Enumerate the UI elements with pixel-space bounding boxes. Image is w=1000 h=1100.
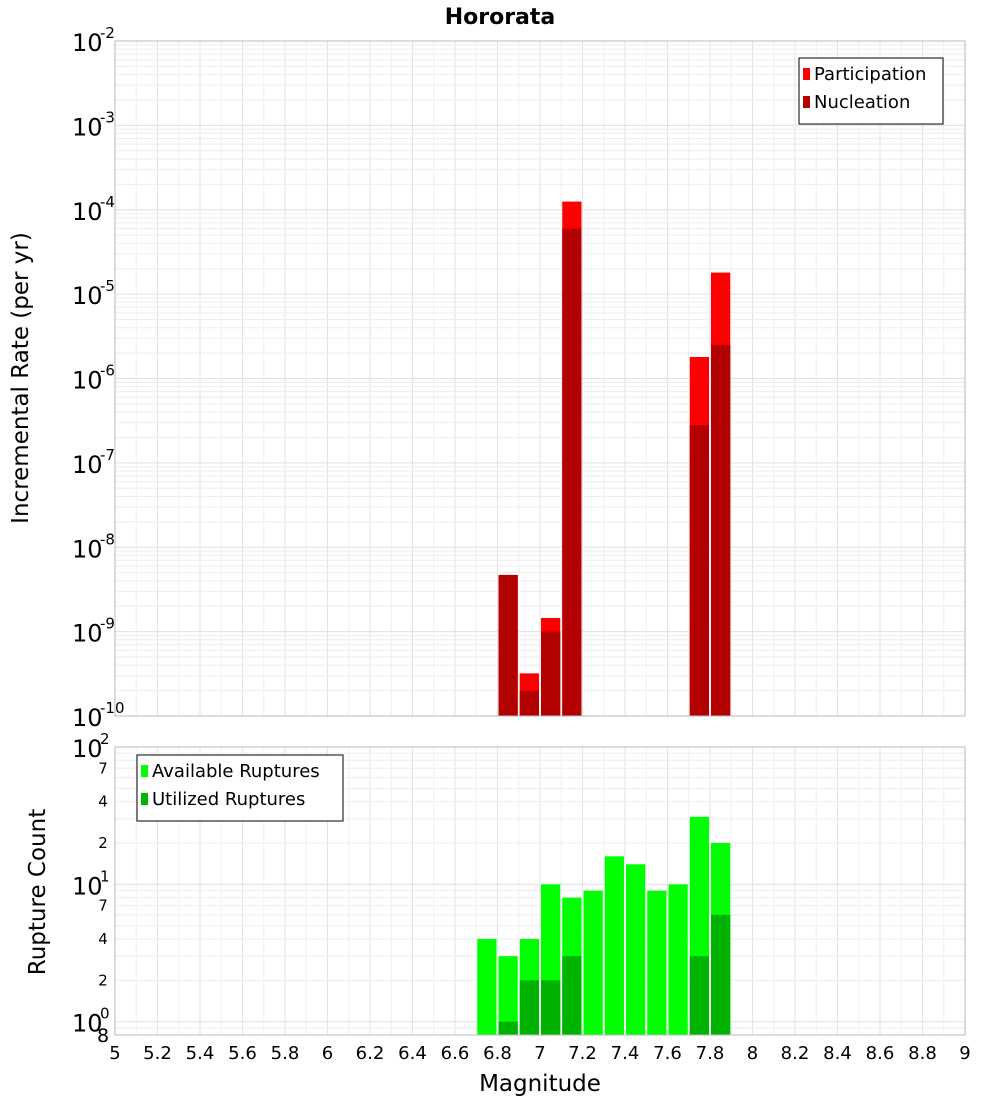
top-bar-nucleation [498,574,518,716]
x-tick-label: 5 [109,1043,120,1064]
top-y-tick-exponent: -4 [100,193,115,211]
x-tick-label: 6.2 [356,1043,385,1064]
top-y-tick-exponent: -10 [100,699,125,717]
bottom-y-minor-tick-label: 4 [98,930,108,948]
bottom-bar-available-ruptures [498,956,518,1035]
top-legend-swatch [803,96,810,108]
top-legend-label: Participation [814,64,926,85]
top-y-tick-exponent: -7 [100,446,115,464]
top-bar-nucleation [711,344,731,716]
x-tick-label: 5.4 [186,1043,215,1064]
top-y-axis-label: Incremental Rate (per yr) [8,232,34,524]
top-legend-swatch [803,68,810,80]
bottom-y-tick-exponent: 0 [100,1005,110,1023]
bottom-y-tick-exponent: 1 [100,867,110,885]
bottom-y-axis-label: Rupture Count [25,809,51,975]
top-plot: 10-1010-910-810-710-610-510-410-310-2Par… [72,24,966,732]
bottom-bar-available-ruptures [626,864,646,1035]
bottom-bar-available-ruptures [604,856,624,1035]
x-axis-label: Magnitude [479,1071,601,1097]
top-y-tick-exponent: -5 [100,277,115,295]
bottom-bar-available-ruptures [668,884,688,1035]
bottom-bar-utilized-ruptures [498,1021,518,1035]
bottom-bar-available-ruptures [583,890,603,1035]
bottom-bar-utilized-ruptures [711,914,731,1035]
bottom-bar-available-ruptures [647,890,667,1035]
top-y-tick-label: 10 [72,29,103,57]
x-tick-label: 8.2 [781,1043,810,1064]
x-tick-label: 7.2 [568,1043,597,1064]
x-tick-label: 8 [747,1043,758,1064]
x-tick-label: 5.2 [143,1043,172,1064]
x-tick-label: 6 [322,1043,333,1064]
x-tick-label: 6.6 [441,1043,470,1064]
x-tick-label: 7.6 [653,1043,682,1064]
top-plot-border [114,40,966,717]
top-y-tick-exponent: -3 [100,108,115,126]
bottom-y-minor-tick-label: 7 [98,759,108,777]
top-y-tick-label: 10 [72,282,103,310]
top-legend [798,57,944,125]
x-tick-label: 8.4 [823,1043,852,1064]
bottom-y-minor-tick-label: 7 [98,897,108,915]
top-y-tick-label: 10 [72,620,103,648]
x-tick-label: 5.6 [228,1043,257,1064]
bottom-y-minor-tick-label: 8 [97,1025,109,1047]
top-y-tick-label: 10 [72,704,103,732]
top-y-tick-label: 10 [72,113,103,141]
bottom-legend-swatch [141,765,148,777]
top-y-tick-label: 10 [72,535,103,563]
bottom-y-minor-tick-label: 2 [98,834,108,852]
top-y-tick-label: 10 [72,367,103,395]
x-tick-label: 5.8 [271,1043,300,1064]
x-tick-label: 9 [959,1043,970,1064]
bottom-bar-utilized-ruptures [562,956,582,1035]
bottom-bar-available-ruptures [477,939,497,1035]
top-y-tick-label: 10 [72,451,103,479]
top-y-tick-exponent: -9 [100,615,115,633]
x-tick-label: 8.8 [908,1043,937,1064]
bottom-y-minor-tick-label: 2 [98,971,108,989]
bottom-legend-label: Utilized Ruptures [152,789,305,810]
x-tick-label: 7 [534,1043,545,1064]
x-tick-label: 7.8 [696,1043,725,1064]
top-bar-nucleation [689,425,709,716]
top-bar-nucleation [519,690,539,716]
bottom-y-tick-label: 10 [72,1010,103,1038]
bottom-bar-utilized-ruptures [689,956,709,1035]
bottom-y-minor-tick-label: 4 [98,793,108,811]
bottom-legend-label: Available Ruptures [152,761,320,782]
x-tick-label: 6.8 [483,1043,512,1064]
bottom-bar-utilized-ruptures [541,980,561,1035]
x-tick-label: 8.6 [866,1043,895,1064]
top-y-tick-label: 10 [72,198,103,226]
bottom-y-tick-label: 10 [72,872,103,900]
bottom-plot-border [114,746,966,1036]
top-bar-nucleation [541,631,561,716]
x-tick-label: 7.4 [611,1043,640,1064]
bottom-y-tick-exponent: 2 [100,730,110,748]
top-bar-nucleation [562,228,582,716]
chart-title: Hororata [445,5,556,30]
top-legend-label: Nucleation [814,92,910,113]
bottom-bar-utilized-ruptures [519,980,539,1035]
bottom-legend [136,754,344,822]
top-y-tick-exponent: -8 [100,530,115,548]
bottom-y-tick-label: 10 [72,735,103,763]
top-y-tick-exponent: -2 [100,24,115,42]
top-y-tick-exponent: -6 [100,362,115,380]
bottom-legend-swatch [141,793,148,805]
x-tick-label: 6.4 [398,1043,427,1064]
